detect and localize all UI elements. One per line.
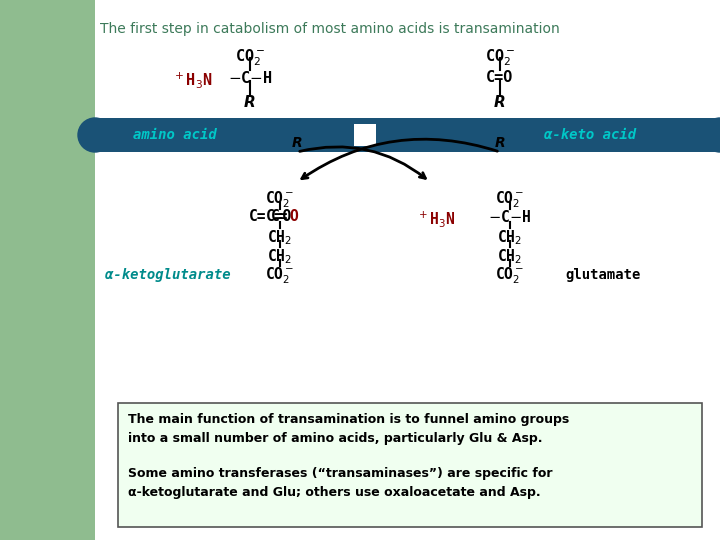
FancyBboxPatch shape: [118, 403, 702, 527]
Text: CO$_2^-$: CO$_2^-$: [495, 266, 525, 287]
Text: CO$_2^-$: CO$_2^-$: [495, 190, 525, 211]
Text: C=: C=: [248, 209, 266, 224]
Text: O: O: [289, 209, 298, 224]
Text: $^+$H$_3$N: $^+$H$_3$N: [173, 70, 213, 90]
Text: CH$_2$: CH$_2$: [498, 247, 523, 266]
Bar: [0, 0, 95, 540]
Text: glutamate: glutamate: [565, 268, 640, 282]
Text: α-ketoglutarate: α-ketoglutarate: [105, 268, 230, 282]
Text: R: R: [495, 136, 505, 150]
Text: $-$C$-$H: $-$C$-$H: [228, 70, 272, 86]
Text: Some amino transferases (“transaminases”) are specific for
α-ketoglutarate and G: Some amino transferases (“transaminases”…: [128, 467, 552, 499]
Text: CO$_2^-$: CO$_2^-$: [266, 190, 294, 211]
Text: CO$_2^-$: CO$_2^-$: [485, 47, 516, 68]
Text: C=O: C=O: [266, 209, 292, 224]
Text: C=: C=: [271, 209, 289, 224]
Text: The main function of transamination is to funnel amino groups
into a small numbe: The main function of transamination is t…: [128, 413, 570, 445]
Text: CH$_2$: CH$_2$: [267, 228, 292, 247]
Text: $^+$H$_3$N: $^+$H$_3$N: [416, 209, 455, 229]
Text: $-$C$-$H: $-$C$-$H: [488, 209, 531, 225]
Text: CO$_2^-$: CO$_2^-$: [266, 266, 294, 287]
Text: CH$_2$: CH$_2$: [267, 247, 292, 266]
Text: CO$_2^-$: CO$_2^-$: [235, 47, 265, 68]
Circle shape: [78, 118, 112, 152]
Text: R: R: [244, 95, 256, 110]
Text: CH$_2$: CH$_2$: [498, 228, 523, 247]
Bar: [354, 124, 376, 146]
Bar: [95, 118, 720, 152]
Circle shape: [703, 118, 720, 152]
Text: R: R: [292, 136, 302, 150]
Text: α-keto acid: α-keto acid: [544, 128, 636, 142]
Text: The first step in catabolism of most amino acids is transamination: The first step in catabolism of most ami…: [100, 22, 559, 36]
Text: R: R: [494, 95, 506, 110]
Text: amino acid: amino acid: [133, 128, 217, 142]
Text: C=O: C=O: [486, 70, 513, 85]
